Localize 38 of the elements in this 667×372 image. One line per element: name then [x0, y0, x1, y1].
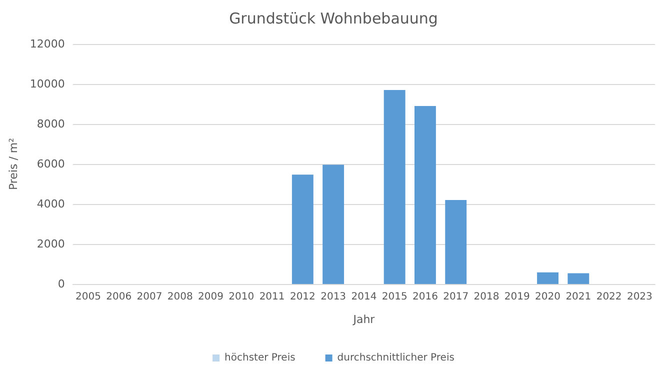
x-tick-label: 2012 [290, 292, 316, 302]
x-tick-label: 2023 [626, 292, 652, 302]
y-tick-label: 10000 [30, 78, 65, 90]
y-axis-title: Preis / m² [7, 138, 20, 190]
x-tick-label: 2016 [412, 292, 438, 302]
x-tick-label: 2018 [474, 292, 500, 302]
bar [292, 174, 314, 284]
y-tick-label: 2000 [36, 238, 65, 250]
bar [568, 273, 590, 284]
bar [537, 272, 558, 284]
y-tick-label: 8000 [36, 118, 65, 130]
x-tick-label: 2005 [75, 292, 101, 302]
x-tick-label: 2008 [167, 292, 193, 302]
x-tick-label: 2009 [198, 292, 224, 302]
x-tick-label: 2019 [504, 292, 530, 302]
x-axis-title: Jahr [352, 313, 376, 326]
bar [445, 200, 467, 284]
legend-label: durchschnittlicher Preis [337, 352, 454, 364]
x-tick-label: 2007 [136, 292, 162, 302]
y-tick-label: 0 [58, 278, 65, 290]
bar [322, 164, 344, 284]
y-tick-label: 12000 [30, 38, 65, 50]
x-tick-label: 2006 [106, 292, 132, 302]
y-tick-label: 4000 [36, 198, 65, 210]
chart-title: Grundstück Wohnbebauung [229, 10, 438, 28]
x-tick-label: 2014 [351, 292, 377, 302]
x-tick-label: 2022 [596, 292, 622, 302]
bar [414, 106, 436, 284]
y-tick-label: 6000 [36, 158, 65, 170]
x-tick-label: 2013 [320, 292, 346, 302]
bar [384, 90, 406, 284]
x-tick-label: 2010 [228, 292, 254, 302]
x-tick-label: 2017 [443, 292, 469, 302]
x-tick-label: 2021 [566, 292, 592, 302]
legend-label: höchster Preis [224, 352, 296, 364]
x-tick-label: 2015 [382, 292, 408, 302]
x-tick-label: 2020 [535, 292, 560, 302]
x-tick-label: 2011 [259, 292, 285, 302]
